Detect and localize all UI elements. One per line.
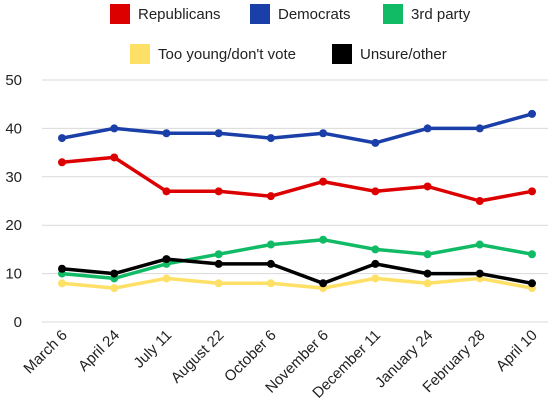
series-democrats [58,109,536,147]
data-point [423,279,432,288]
legend-label: Democrats [278,6,351,23]
legend-label: Republicans [138,6,221,23]
data-point [371,138,380,147]
data-point [266,192,275,201]
data-point [319,235,328,244]
x-tick-label: August 22 [168,327,228,387]
data-point [528,187,536,196]
series-line [60,155,534,203]
series-republicans [58,153,536,205]
legend-swatch [332,44,352,64]
data-point [162,187,171,196]
data-point [214,187,223,196]
series-line [60,237,534,281]
series-3rd-party [58,235,536,283]
data-point [58,264,66,273]
legend-item: Republicans [110,4,221,24]
data-point [58,134,66,143]
data-point [475,124,484,133]
series-line [60,112,534,145]
data-point [58,158,66,167]
data-point [475,269,484,278]
data-point [214,259,223,268]
x-tick-label: April 24 [75,327,123,375]
series-line [60,276,534,290]
y-tick-label: 40 [5,120,22,137]
data-point [423,182,432,191]
series-unsure-other [58,255,536,288]
x-tick-label: July 11 [130,327,175,372]
data-point [162,129,171,138]
legend-label: Too young/don't vote [158,46,296,63]
legend-item: Unsure/other [332,44,447,64]
x-tick-label: April 10 [493,327,541,375]
y-axis: 0 10 20 30 40 50 [5,72,22,331]
x-tick-label: March 6 [20,327,70,377]
data-point [266,134,275,143]
data-point [214,129,223,138]
data-point [371,274,380,283]
legend: Republicans Democrats 3rd party Too young/d… [110,4,471,64]
legend-item: Democrats [250,4,351,24]
data-point [110,124,119,133]
data-point [475,197,484,205]
data-point [266,240,275,249]
data-point [110,269,119,278]
data-point [58,279,66,288]
legend-item: 3rd party [383,4,471,24]
data-point [528,250,536,259]
data-point [423,124,432,133]
data-point [528,109,536,118]
legend-swatch [383,4,403,24]
y-tick-label: 50 [5,72,22,89]
series-too-young-don-t-vote [58,274,536,293]
legend-swatch [130,44,150,64]
data-point [423,250,432,259]
data-point [214,279,223,288]
series-line [60,257,534,286]
legend-label: 3rd party [411,6,471,23]
data-point [423,269,432,278]
data-point [214,250,223,259]
legend-label: Unsure/other [360,46,447,63]
data-point [162,274,171,283]
data-point [319,177,328,186]
data-point [371,259,380,268]
y-tick-label: 10 [5,266,22,283]
legend-item: Too young/don't vote [130,44,296,64]
legend-swatch [250,4,270,24]
data-point [528,279,536,288]
y-tick-label: 20 [5,217,22,234]
data-point [162,255,171,264]
series-lines [58,109,536,293]
data-point [319,279,328,288]
y-tick-label: 30 [5,169,22,186]
data-point [266,259,275,268]
data-point [110,284,119,293]
data-point [475,240,484,249]
data-point [266,279,275,288]
data-point [319,129,328,138]
data-point [110,153,119,162]
legend-swatch [110,4,130,24]
y-tick-label: 0 [14,314,22,331]
data-point [371,187,380,196]
data-point [371,245,380,254]
